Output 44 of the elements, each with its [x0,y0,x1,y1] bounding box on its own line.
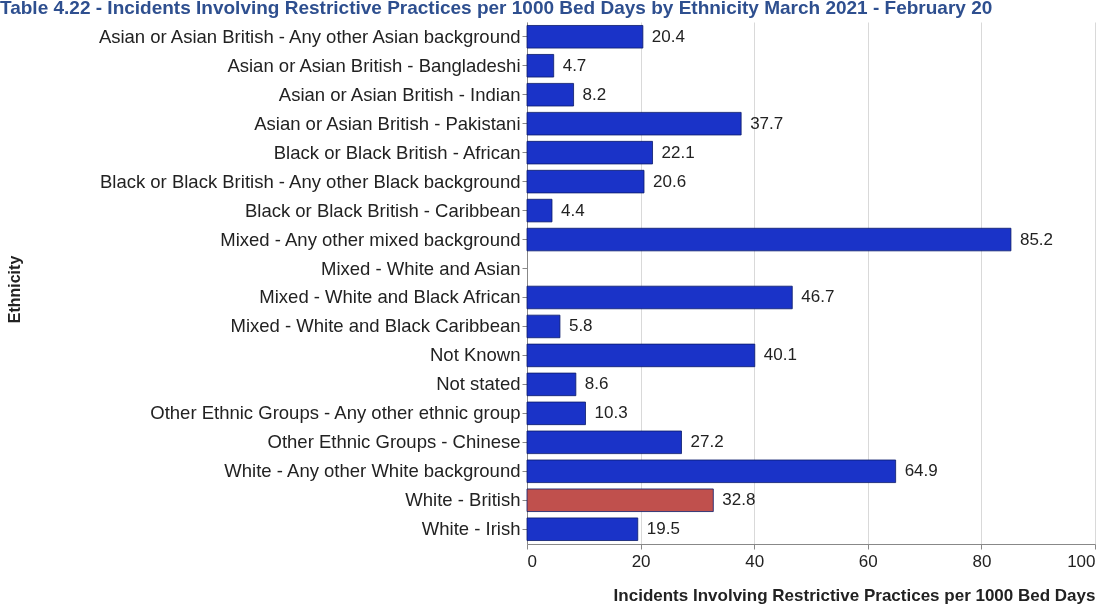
y-tick-label: Asian or Asian British - Indian [278,83,521,105]
data-label: 8.2 [582,84,607,104]
y-tick-label: White - British [405,489,521,511]
x-axis-title: Incidents Involving Restrictive Practices per 1000 Bed Days [613,585,1096,605]
y-tick-label: Mixed - White and Black African [259,286,521,308]
y-tick-label: Mixed - Any other mixed background [220,228,521,250]
x-tick-label: 0 [527,551,537,571]
y-tick-label: White - Irish [421,518,521,540]
x-tick-label: 80 [972,551,992,571]
y-tick-label: Black or Black British - Caribbean [244,199,521,221]
data-label: 32.8 [722,490,756,510]
data-label: 4.7 [562,55,587,75]
data-label: 19.5 [646,519,680,539]
x-tick-label: 40 [745,551,765,571]
data-label: 4.4 [560,200,585,220]
y-tick-label: Black or Black British - African [273,141,521,163]
data-label: 22.1 [661,142,695,162]
y-tick-label: Mixed - White and Asian [321,257,521,279]
chart-title: Table 4.22 - Incidents Involving Restrictive Practices per 1000 Bed Days by Ethnicity March 2021 - February 20 [0,0,993,18]
y-tick-label: Asian or Asian British - Bangladeshi [227,54,521,76]
data-label: 85.2 [1019,229,1054,249]
data-label: 64.9 [904,461,938,481]
y-tick-label: Mixed - White and Black Caribbean [230,315,521,337]
y-tick-label: White - Any other White background [224,460,521,482]
data-label: 8.6 [584,374,609,394]
x-tick-label: 20 [631,551,651,571]
data-label: 5.8 [568,316,593,336]
y-tick-label: Asian or Asian British - Pakistani [254,112,521,134]
y-tick-label: Black or Black British - Any other Black background [99,170,521,192]
y-tick-label: Other Ethnic Groups - Any other ethnic group [150,402,521,424]
y-tick-label: Not stated [436,373,521,395]
data-label: 20.4 [651,26,685,46]
y-tick-label: Asian or Asian British - Any other Asian background [98,25,521,47]
y-tick-label: Not Known [430,344,521,366]
y-axis-title: Ethnicity [5,255,23,324]
x-tick-label: 60 [858,551,878,571]
data-label: 40.1 [763,345,797,365]
data-label: 46.7 [801,287,835,307]
data-label: 20.6 [653,171,687,191]
x-tick-label: 100 [1067,551,1096,571]
data-label: 27.2 [690,432,724,452]
data-label: 37.7 [750,113,784,133]
y-tick-label: Other Ethnic Groups - Chinese [267,431,521,453]
data-label: 10.3 [594,403,628,423]
